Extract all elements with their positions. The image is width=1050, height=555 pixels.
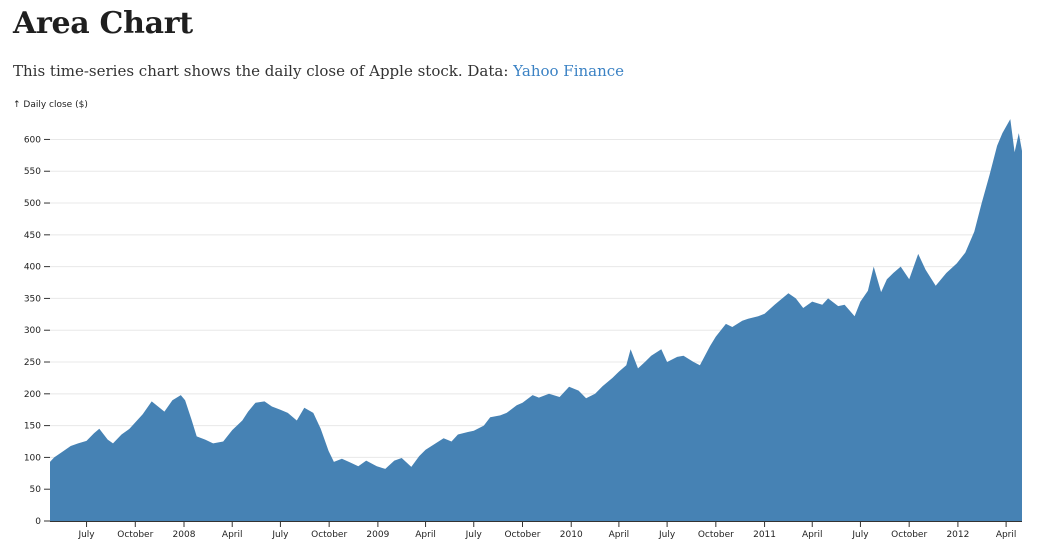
y-tick-label: 250 xyxy=(24,358,41,368)
x-tick-label: July xyxy=(851,530,869,540)
x-tick-label: October xyxy=(311,530,347,540)
x-tick-label: October xyxy=(504,530,540,540)
y-tick-label: 200 xyxy=(24,390,41,400)
y-axis: 0 50 100 150 200 250 300 350 400 450 500 550 600 xyxy=(24,135,50,527)
area-chart: 0 50 100 150 200 250 300 350 400 450 500 550 600 Jul… xyxy=(13,100,1022,540)
x-axis: July October 2008 April July October 2009 April… xyxy=(50,521,1022,540)
y-tick-label: 50 xyxy=(30,485,42,495)
x-tick-label: October xyxy=(891,530,927,540)
x-tick-label: April xyxy=(415,530,436,540)
y-tick-label: 400 xyxy=(24,263,41,273)
x-tick-label: 2012 xyxy=(946,530,969,540)
x-tick-label: July xyxy=(77,530,95,540)
x-tick-label: 2008 xyxy=(173,530,196,540)
x-tick-label: July xyxy=(465,530,483,540)
x-tick-label: 2011 xyxy=(753,530,776,540)
x-tick-label: October xyxy=(698,530,734,540)
x-tick-label: July xyxy=(271,530,289,540)
area-series xyxy=(50,119,1022,521)
x-tick-label: April xyxy=(609,530,630,540)
yahoo-finance-link[interactable]: Yahoo Finance xyxy=(513,62,625,80)
y-tick-label: 100 xyxy=(24,453,41,463)
y-tick-label: 600 xyxy=(24,135,41,145)
chart-description: This time-series chart shows the daily c… xyxy=(13,62,624,80)
x-tick-label: 2009 xyxy=(366,530,389,540)
x-tick-label: July xyxy=(658,530,676,540)
y-tick-label: 550 xyxy=(24,167,41,177)
x-tick-label: 2010 xyxy=(560,530,583,540)
y-tick-label: 150 xyxy=(24,422,41,432)
x-tick-label: October xyxy=(117,530,153,540)
page-title: Area Chart xyxy=(13,6,193,41)
x-tick-label: April xyxy=(802,530,823,540)
x-tick-label: April xyxy=(996,530,1017,540)
y-tick-label: 500 xyxy=(24,199,41,209)
y-axis-label: ↑ Daily close ($) xyxy=(13,100,88,110)
y-tick-label: 450 xyxy=(24,231,41,241)
y-tick-label: 300 xyxy=(24,326,41,336)
description-text: This time-series chart shows the daily c… xyxy=(13,62,514,80)
y-tick-label: 350 xyxy=(24,294,41,304)
y-tick-label: 0 xyxy=(35,517,41,527)
x-tick-label: April xyxy=(222,530,243,540)
